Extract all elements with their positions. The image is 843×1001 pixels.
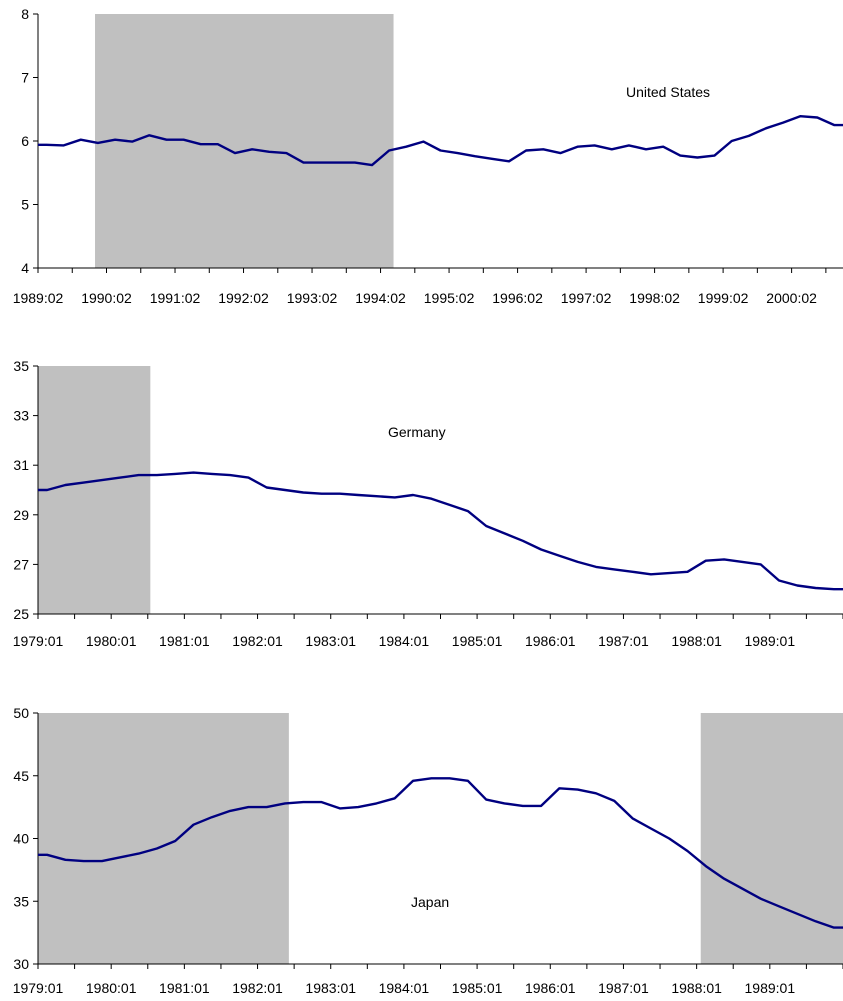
y-tick-label: 33 bbox=[13, 408, 29, 424]
x-tick-label: 1984:01 bbox=[379, 980, 430, 996]
y-tick-label: 35 bbox=[13, 893, 29, 909]
x-tick-label: 1981:01 bbox=[159, 633, 210, 649]
x-tick-label: 1994:02 bbox=[355, 290, 406, 306]
x-tick-label: 1980:01 bbox=[86, 980, 137, 996]
y-tick-label: 25 bbox=[13, 606, 29, 622]
x-tick-label: 1990:02 bbox=[81, 290, 132, 306]
shaded-region bbox=[38, 713, 289, 964]
x-tick-label: 1988:01 bbox=[671, 633, 722, 649]
y-tick-label: 6 bbox=[21, 133, 29, 149]
x-tick-label: 1985:01 bbox=[452, 980, 503, 996]
x-tick-label: 1981:01 bbox=[159, 980, 210, 996]
y-tick-label: 30 bbox=[13, 956, 29, 972]
series-line bbox=[38, 777, 843, 929]
x-tick-label: 1987:01 bbox=[598, 633, 649, 649]
shaded-region bbox=[38, 366, 151, 614]
x-tick-label: 1985:01 bbox=[452, 633, 503, 649]
series-label: Japan bbox=[411, 894, 449, 910]
chart-united-states: 4 5 6 7 8 1989:02 1990:02 1991:02 1992:02 1993:02… bbox=[13, 6, 843, 306]
x-tick-label: 1989:02 bbox=[13, 290, 64, 306]
x-tick-label: 1987:01 bbox=[598, 980, 649, 996]
y-tick-label: 8 bbox=[21, 6, 29, 22]
x-tick-label: 1992:02 bbox=[218, 290, 269, 306]
y-tick-label: 31 bbox=[13, 457, 29, 473]
x-tick-label: 1999:02 bbox=[698, 290, 749, 306]
x-tick-label: 1988:01 bbox=[671, 980, 722, 996]
y-tick-label: 4 bbox=[21, 260, 29, 276]
y-tick-label: 7 bbox=[21, 70, 29, 86]
y-tick-label: 27 bbox=[13, 556, 29, 572]
x-tick-label: 1986:01 bbox=[525, 633, 576, 649]
x-tick-label: 1980:01 bbox=[86, 633, 137, 649]
x-tick-label: 1998:02 bbox=[629, 290, 680, 306]
x-tick-label: 1979:01 bbox=[13, 633, 64, 649]
x-tick-label: 1997:02 bbox=[561, 290, 612, 306]
x-tick-label: 1991:02 bbox=[150, 290, 201, 306]
x-tick-label: 1989:01 bbox=[745, 633, 796, 649]
x-tick-label: 1995:02 bbox=[424, 290, 475, 306]
y-tick-label: 35 bbox=[13, 358, 29, 374]
series-label: United States bbox=[626, 84, 710, 100]
y-tick-label: 5 bbox=[21, 197, 29, 213]
y-tick-label: 50 bbox=[13, 705, 29, 721]
shaded-region bbox=[700, 713, 843, 964]
y-tick-label: 40 bbox=[13, 831, 29, 847]
x-tick-label: 1983:01 bbox=[305, 980, 356, 996]
x-tick-label: 1979:01 bbox=[13, 980, 64, 996]
x-tick-label: 1983:01 bbox=[305, 633, 356, 649]
x-tick-label: 2000:02 bbox=[766, 290, 817, 306]
series-line bbox=[38, 471, 843, 591]
x-tick-label: 1982:01 bbox=[232, 980, 283, 996]
chart-germany: 25 27 29 31 33 35 1979:01 1980:01 1981:01 1982:01… bbox=[13, 358, 843, 649]
x-tick-label: 1986:01 bbox=[525, 980, 576, 996]
x-tick-label: 1996:02 bbox=[492, 290, 543, 306]
x-tick-label: 1993:02 bbox=[287, 290, 338, 306]
shaded-region bbox=[95, 14, 394, 268]
series-label: Germany bbox=[388, 424, 446, 440]
x-tick-label: 1989:01 bbox=[745, 980, 796, 996]
chart-japan: 30 35 40 45 50 1979:01 1980:01 1981:01 1982:01 19… bbox=[13, 705, 843, 996]
series-line bbox=[38, 114, 843, 167]
y-tick-label: 29 bbox=[13, 507, 29, 523]
x-tick-label: 1982:01 bbox=[232, 633, 283, 649]
x-tick-label: 1984:01 bbox=[379, 633, 430, 649]
y-tick-label: 45 bbox=[13, 768, 29, 784]
